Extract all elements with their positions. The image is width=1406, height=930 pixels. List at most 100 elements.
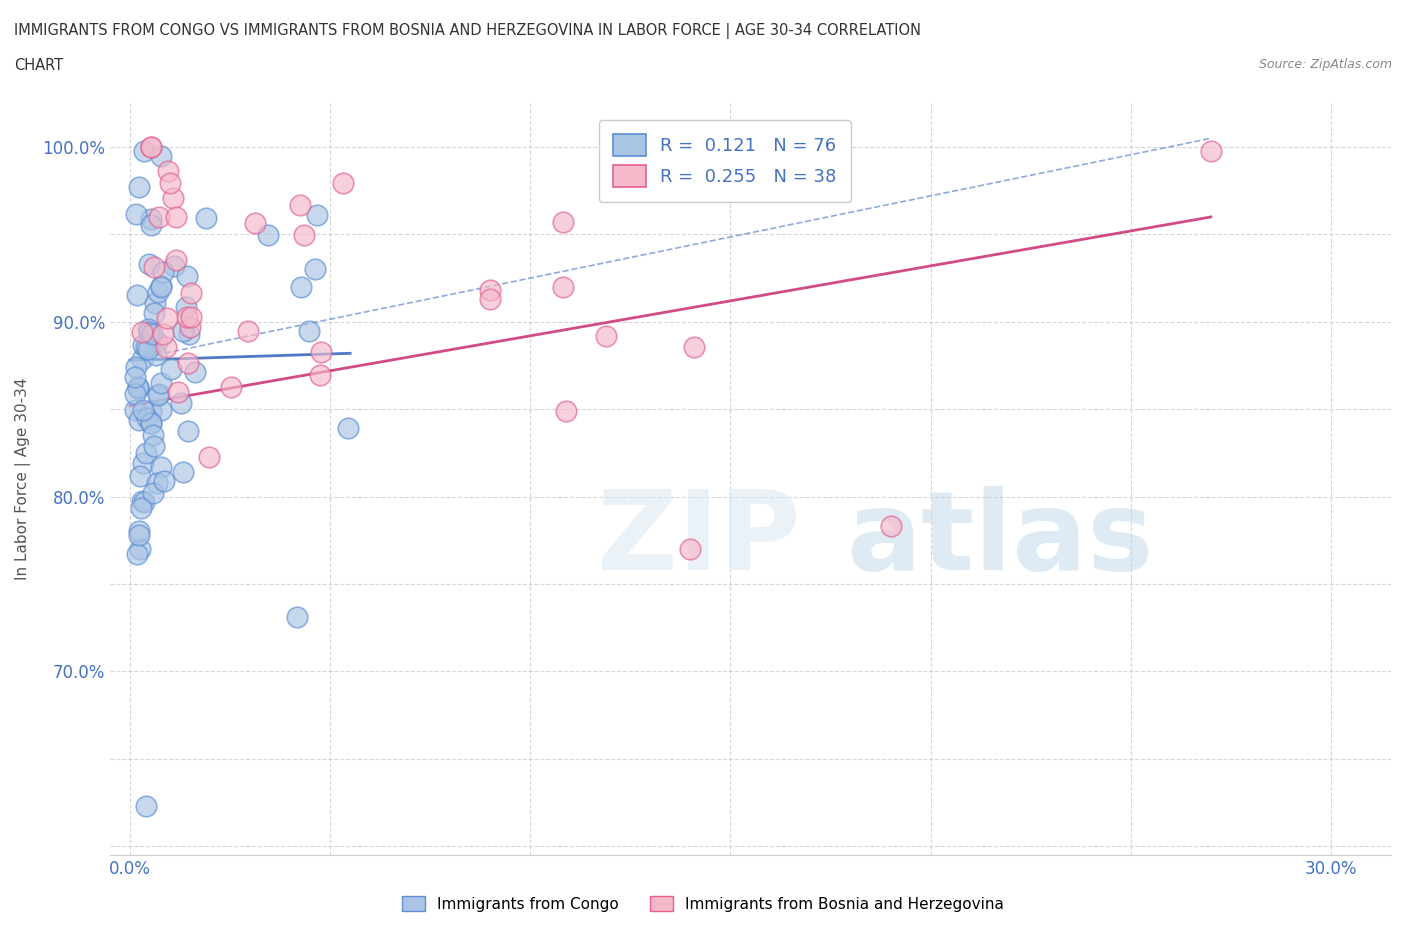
Point [162, 191, 184, 206]
Point [555, 404, 578, 418]
Point [165, 209, 187, 224]
Point [143, 259, 166, 274]
Point [127, 380, 149, 395]
Point [172, 464, 194, 479]
Point [290, 279, 312, 294]
Legend: R =  0.121   N = 76, R =  0.255   N = 38: R = 0.121 N = 76, R = 0.255 N = 38 [599, 120, 851, 202]
Point [138, 257, 160, 272]
Point [149, 149, 172, 164]
Point [128, 469, 150, 484]
Point [197, 449, 219, 464]
Point [479, 292, 502, 307]
Point [135, 799, 157, 814]
Point [148, 285, 170, 299]
Point [170, 395, 193, 410]
Y-axis label: In Labor Force | Age 30-34: In Labor Force | Age 30-34 [15, 378, 31, 580]
Point [879, 519, 901, 534]
Point [129, 542, 152, 557]
Point [152, 327, 174, 342]
Point [176, 310, 198, 325]
Point [292, 228, 315, 243]
Point [309, 345, 332, 360]
Point [141, 326, 163, 341]
Point [153, 473, 176, 488]
Point [136, 341, 159, 356]
Point [129, 500, 152, 515]
Point [128, 524, 150, 538]
Point [139, 140, 162, 154]
Point [124, 206, 146, 221]
Point [163, 259, 186, 273]
Point [152, 264, 174, 279]
Point [179, 320, 201, 335]
Point [124, 369, 146, 384]
Point [304, 261, 326, 276]
Point [150, 280, 173, 295]
Point [148, 209, 170, 224]
Point [138, 328, 160, 343]
Point [139, 404, 162, 418]
Point [124, 403, 146, 418]
Point [142, 485, 165, 500]
Point [135, 339, 157, 354]
Point [127, 380, 149, 395]
Point [148, 387, 170, 402]
Point [238, 324, 260, 339]
Point [139, 212, 162, 227]
Point [139, 416, 162, 431]
Point [135, 445, 157, 460]
Point [138, 326, 160, 340]
Text: IMMIGRANTS FROM CONGO VS IMMIGRANTS FROM BOSNIA AND HERZEGOVINA IN LABOR FORCE |: IMMIGRANTS FROM CONGO VS IMMIGRANTS FROM… [14, 23, 921, 39]
Point [256, 228, 278, 243]
Point [132, 403, 155, 418]
Text: atlas: atlas [846, 485, 1154, 592]
Text: CHART: CHART [14, 58, 63, 73]
Point [128, 527, 150, 542]
Point [131, 325, 153, 339]
Point [145, 475, 167, 490]
Point [159, 175, 181, 190]
Point [165, 252, 187, 267]
Point [142, 306, 165, 321]
Point [128, 180, 150, 195]
Point [131, 494, 153, 509]
Point [142, 439, 165, 454]
Text: Source: ZipAtlas.com: Source: ZipAtlas.com [1258, 58, 1392, 71]
Point [180, 286, 202, 301]
Point [177, 355, 200, 370]
Point [160, 362, 183, 377]
Point [184, 365, 207, 379]
Point [142, 427, 165, 442]
Point [305, 207, 328, 222]
Point [150, 403, 173, 418]
Point [551, 215, 574, 230]
Point [128, 412, 150, 427]
Point [138, 322, 160, 337]
Point [177, 327, 200, 342]
Point [172, 324, 194, 339]
Point [219, 379, 242, 394]
Point [595, 328, 617, 343]
Point [288, 197, 311, 212]
Point [285, 610, 308, 625]
Point [139, 218, 162, 232]
Point [679, 541, 702, 556]
Point [166, 385, 188, 400]
Point [683, 339, 706, 354]
Point [194, 210, 217, 225]
Point [134, 143, 156, 158]
Point [176, 269, 198, 284]
Point [131, 338, 153, 352]
Point [156, 311, 179, 325]
Point [176, 423, 198, 438]
Point [127, 379, 149, 394]
Point [174, 299, 197, 314]
Point [155, 340, 177, 355]
Point [1199, 143, 1222, 158]
Text: ZIP: ZIP [596, 485, 800, 592]
Point [149, 376, 172, 391]
Point [298, 324, 321, 339]
Point [143, 296, 166, 311]
Point [139, 140, 162, 154]
Point [127, 287, 149, 302]
